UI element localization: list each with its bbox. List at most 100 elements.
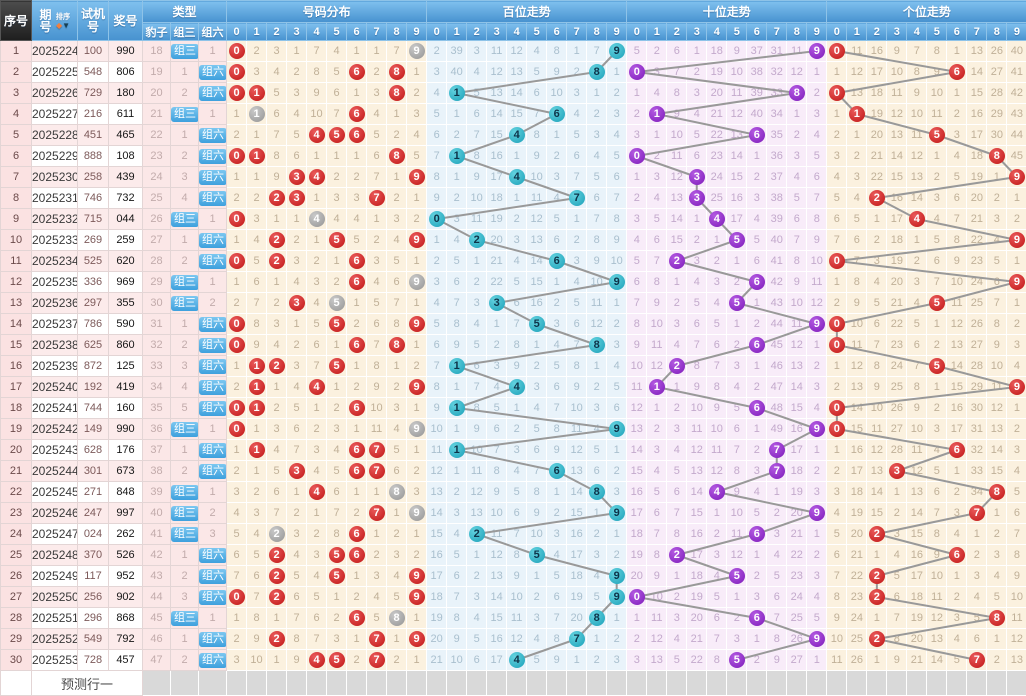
hundreds-trend-cell: 4 [607, 125, 627, 146]
hundreds-trend-cell: 6 [607, 167, 627, 188]
units-trend-cell: 13 [867, 461, 887, 482]
dist-cell: 2 [227, 293, 247, 314]
tens-trend-cell: 11 [647, 335, 667, 356]
prize-digit-circle: 6 [549, 106, 565, 122]
period-cell: 2025253 [32, 650, 78, 671]
tens-trend-cell: 6 [747, 251, 767, 272]
hundreds-trend-cell: 4 [447, 230, 467, 251]
hundreds-trend-cell: 5 [507, 272, 527, 293]
hundreds-trend-cell: 12 [507, 41, 527, 62]
tens-trend-cell: 1 [727, 314, 747, 335]
hundreds-trend-cell: 5 [527, 650, 547, 671]
dist-cell: 5 [267, 83, 287, 104]
hundreds-trend-cell: 12 [467, 482, 487, 503]
units-trend-cell: 1 [927, 377, 947, 398]
units-trend-cell: 21 [867, 146, 887, 167]
hundreds-trend-cell: 10 [447, 650, 467, 671]
tens-trend-cell: 9 [807, 629, 827, 650]
dist-cell: 2 [307, 524, 327, 545]
prize-number-cell: 044 [109, 209, 143, 230]
prize-digit-circle: 5 [929, 358, 945, 374]
dist-cell: 1 [407, 398, 427, 419]
tens-trend-cell: 6 [747, 125, 767, 146]
prediction-empty-cell [467, 671, 487, 696]
dist-cell: 1 [307, 398, 327, 419]
dist-cell: 4 [367, 272, 387, 293]
dist-cell: 6 [347, 335, 367, 356]
dist-cell: 5 [367, 608, 387, 629]
prize-digit-circle: 9 [409, 631, 425, 647]
digit-header-bai-0: 0 [427, 23, 447, 41]
digit-header-ge-7: 7 [967, 23, 987, 41]
prize-number-cell: 868 [109, 608, 143, 629]
tens-trend-cell: 1 [667, 272, 687, 293]
units-trend-cell: 15 [947, 377, 967, 398]
hundreds-trend-cell: 14 [527, 251, 547, 272]
tens-trend-cell: 1 [687, 209, 707, 230]
prize-digit-circle: 1 [249, 358, 265, 374]
hundreds-trend-cell: 5 [467, 83, 487, 104]
prediction-empty-cell [143, 671, 171, 696]
hundreds-trend-cell: 2 [567, 230, 587, 251]
prize-digit-circle: 6 [949, 442, 965, 458]
dist-cell: 3 [267, 314, 287, 335]
units-trend-cell: 2 [867, 587, 887, 608]
seq-cell: 27 [1, 587, 32, 608]
sort-control[interactable]: 排序◆▼ [55, 12, 71, 30]
seq-cell: 4 [1, 104, 32, 125]
tens-trend-cell: 6 [647, 230, 667, 251]
tens-trend-cell: 11 [627, 377, 647, 398]
dist-cell: 2 [387, 377, 407, 398]
hundreds-trend-cell: 11 [427, 440, 447, 461]
dist-cell: 1 [347, 566, 367, 587]
hundreds-trend-cell: 16 [487, 629, 507, 650]
hundreds-trend-cell: 40 [447, 62, 467, 83]
tens-trend-cell: 13 [787, 356, 807, 377]
units-trend-cell: 2 [987, 188, 1007, 209]
dist-cell: 5 [327, 650, 347, 671]
dist-cell: 1 [247, 104, 267, 125]
hundreds-trend-cell: 8 [527, 482, 547, 503]
units-trend-cell: 4 [907, 209, 927, 230]
sort-desc-icon: ▼ [62, 21, 70, 30]
dist-cell: 4 [267, 335, 287, 356]
hundreds-trend-cell: 6 [467, 650, 487, 671]
tens-trend-cell: 12 [787, 335, 807, 356]
hundreds-trend-cell: 4 [527, 41, 547, 62]
units-trend-cell: 25 [887, 377, 907, 398]
prize-digit-circle: 5 [929, 127, 945, 143]
prize-digit-circle: 6 [349, 127, 365, 143]
tens-trend-cell: 1 [807, 650, 827, 671]
tens-trend-cell: 37 [747, 41, 767, 62]
dist-cell: 4 [307, 461, 327, 482]
hundreds-trend-cell: 2 [447, 125, 467, 146]
dist-cell: 9 [267, 167, 287, 188]
seq-cell: 30 [1, 650, 32, 671]
zuliu-badge: 组六 [199, 128, 227, 143]
seq-cell: 5 [1, 125, 32, 146]
prize-digit-circle: 7 [369, 505, 385, 521]
tens-trend-cell: 7 [807, 188, 827, 209]
prize-number-cell: 419 [109, 377, 143, 398]
units-trend-cell: 34 [967, 482, 987, 503]
tens-trend-cell: 6 [627, 272, 647, 293]
tens-trend-cell: 9 [807, 230, 827, 251]
units-trend-cell: 12 [907, 461, 927, 482]
units-trend-cell: 6 [947, 188, 967, 209]
hundreds-trend-cell: 5 [607, 377, 627, 398]
dist-cell: 9 [407, 419, 427, 440]
units-trend-cell: 3 [967, 566, 987, 587]
tens-trend-cell: 18 [787, 461, 807, 482]
hundreds-trend-cell: 9 [507, 356, 527, 377]
dist-cell: 1 [327, 335, 347, 356]
prediction-empty-cell [347, 671, 367, 696]
tens-trend-cell: 3 [687, 167, 707, 188]
prediction-empty-cell [687, 671, 707, 696]
hundreds-trend-cell: 1 [447, 440, 467, 461]
tens-trend-cell: 20 [707, 83, 727, 104]
dist-cell: 1 [407, 188, 427, 209]
